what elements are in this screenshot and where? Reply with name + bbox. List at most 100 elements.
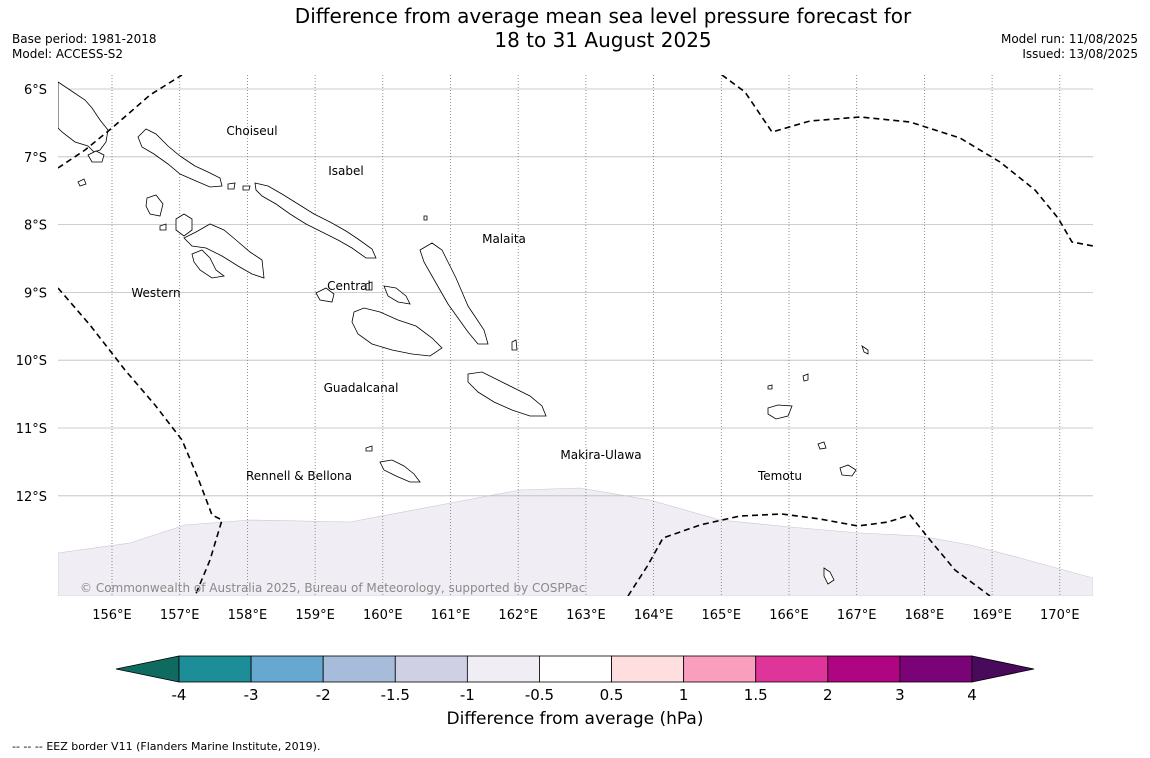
colorbar-bin xyxy=(322,655,396,683)
colorbar-bin xyxy=(394,655,468,683)
lat-label: 12°S xyxy=(16,490,47,505)
region-label: Rennell & Bellona xyxy=(246,469,352,483)
region-label: Western xyxy=(131,286,180,300)
colorbar-bin xyxy=(827,655,901,683)
eez-line-southeast xyxy=(627,513,991,596)
region-label: Temotu xyxy=(757,469,802,483)
lon-label: 158°E xyxy=(228,608,268,623)
colorbar-tick-label: -4 xyxy=(172,686,187,704)
colorbar-bin xyxy=(611,655,685,683)
island-malaita xyxy=(419,242,489,345)
island-florida xyxy=(383,285,411,305)
region-label: Malaita xyxy=(482,232,526,246)
base-period: Base period: 1981-2018 xyxy=(12,32,157,46)
colorbar-tick-label: -3 xyxy=(244,686,259,704)
island-small-6 xyxy=(767,384,773,390)
island-utupua xyxy=(817,441,827,450)
lat-label: 10°S xyxy=(16,354,47,369)
island-vella xyxy=(145,194,164,217)
island-small-9 xyxy=(423,215,428,221)
colorbar-over-arrow xyxy=(971,655,1035,683)
model-run: Model run: 11/08/2025 xyxy=(1000,32,1138,46)
colorbar-tick-label: 3 xyxy=(895,686,905,704)
title-line-2: 18 to 31 August 2025 xyxy=(494,28,712,52)
title-line-1: Difference from average mean sea level p… xyxy=(294,4,912,28)
island-rennell xyxy=(379,459,421,483)
meta-right: Model run: 11/08/2025 Issued: 13/08/2025 xyxy=(1001,32,1138,62)
latitude-labels: 6°S 7°S 8°S 9°S 10°S 11°S 12°S xyxy=(16,83,47,505)
lat-label: 6°S xyxy=(24,83,47,98)
lon-label: 157°E xyxy=(160,608,200,623)
colorbar-tick-label: 2 xyxy=(823,686,833,704)
pressure-anomaly-shading xyxy=(58,487,1093,596)
colorbar-bin xyxy=(683,655,757,683)
colorbar-tick-label: 4 xyxy=(967,686,977,704)
lon-label: 168°E xyxy=(905,608,945,623)
lat-label: 9°S xyxy=(24,286,47,301)
lon-label: 166°E xyxy=(769,608,809,623)
colorbar-bin xyxy=(466,655,540,683)
lat-label: 7°S xyxy=(24,151,47,166)
island-small-5 xyxy=(365,281,373,291)
island-new-georgia xyxy=(183,223,265,279)
eez-legend-label: EEZ border V11 (Flanders Marine Institut… xyxy=(46,740,321,753)
region-label: Makira-Ulawa xyxy=(560,448,641,462)
island-bougainville xyxy=(58,81,109,153)
island-small-7 xyxy=(823,567,835,585)
island-shortland xyxy=(87,150,105,163)
lon-label: 162°E xyxy=(498,608,538,623)
colorbar-bin xyxy=(178,655,252,683)
colorbar-tick-label: -1.5 xyxy=(381,686,410,704)
eez-line-northwest xyxy=(58,75,183,169)
eez-legend-symbol: -- -- -- xyxy=(12,740,43,753)
colorbar-title: Difference from average (hPa) xyxy=(446,709,704,729)
region-labels: Choiseul Isabel Malaita Western Central Guada… xyxy=(131,124,802,483)
colorbar-tick-label: 0.5 xyxy=(600,686,624,704)
issued-date: Issued: 13/08/2025 xyxy=(1022,47,1138,61)
island-rendova xyxy=(191,249,225,279)
island-small-8 xyxy=(861,345,869,355)
colorbar-tick-label: -2 xyxy=(316,686,331,704)
island-santa-cruz xyxy=(767,404,793,420)
lon-label: 164°E xyxy=(634,608,674,623)
region-label: Isabel xyxy=(328,164,363,178)
model-name: Model: ACCESS-S2 xyxy=(12,47,124,61)
island-small-1 xyxy=(77,178,87,187)
lon-label: 170°E xyxy=(1040,608,1080,623)
chart-title: Difference from average mean sea level p… xyxy=(0,4,1150,52)
colorbar-bin xyxy=(899,655,973,683)
island-makira xyxy=(467,371,547,417)
island-duff xyxy=(802,373,809,382)
island-guadalcanal xyxy=(351,307,443,357)
island-isabel xyxy=(254,182,377,259)
colorbar-tick-label: 1 xyxy=(679,686,689,704)
region-label: Guadalcanal xyxy=(324,381,399,395)
lon-label: 159°E xyxy=(295,608,335,623)
island-small-ulawa xyxy=(511,339,518,351)
lon-label: 167°E xyxy=(837,608,877,623)
island-bellona xyxy=(365,445,373,452)
lon-label: 163°E xyxy=(566,608,606,623)
colorbar: -4 -3 -2 -1.5 -1 -0.5 0.5 1 1.5 2 3 4 xyxy=(115,655,1035,704)
lat-label: 8°S xyxy=(24,219,47,234)
colorbar-under-arrow xyxy=(115,655,180,683)
colorbar-tick-label: -0.5 xyxy=(525,686,554,704)
lat-label: 11°S xyxy=(16,422,47,437)
lon-label: 156°E xyxy=(92,608,132,623)
eez-borders xyxy=(58,75,1093,596)
latitude-gridlines xyxy=(58,88,1093,497)
colorbar-bin xyxy=(539,655,612,683)
colorbar-bin xyxy=(250,655,324,683)
colorbar-tick-label: 1.5 xyxy=(744,686,768,704)
island-vanikoro xyxy=(839,464,857,477)
colorbar-bin xyxy=(755,655,829,683)
lon-label: 160°E xyxy=(363,608,403,623)
lon-label: 161°E xyxy=(431,608,471,623)
region-label: Central xyxy=(327,279,371,293)
island-choiseul xyxy=(137,128,223,188)
lon-label: 169°E xyxy=(972,608,1012,623)
colorbar-tick-label: -1 xyxy=(460,686,475,704)
eez-line-northeast xyxy=(721,75,1093,247)
eez-legend: -- -- -- EEZ border V11 (Flanders Marine… xyxy=(12,740,320,753)
